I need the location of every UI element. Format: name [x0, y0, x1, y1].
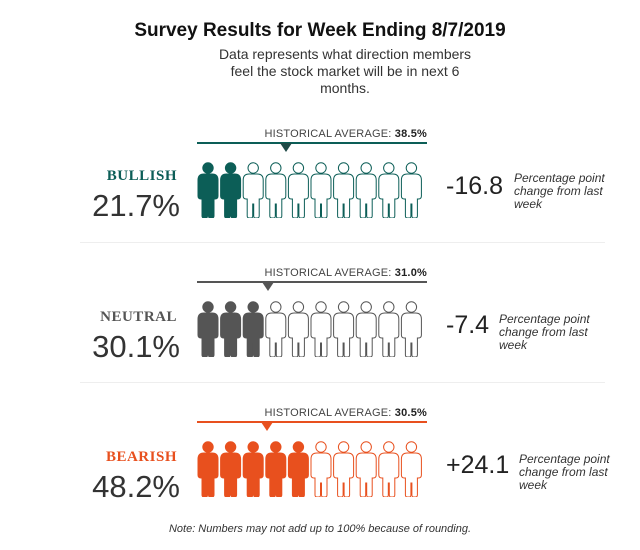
person-icon-filled [220, 162, 242, 218]
weekly-change: -16.8 [446, 172, 503, 200]
person-icon-empty [310, 441, 332, 497]
person-icon-empty [310, 162, 332, 218]
person-icon-empty [378, 441, 400, 497]
person-icon-empty [400, 301, 422, 357]
historical-average-label: HISTORICAL AVERAGE: 30.5% [264, 407, 427, 419]
historical-average-marker [261, 422, 274, 431]
person-icon-filled [220, 301, 242, 357]
person-icon-empty [310, 301, 332, 357]
historical-average-label: HISTORICAL AVERAGE: 38.5% [264, 128, 427, 140]
people-pictograph [197, 441, 422, 497]
historical-average-value: 30.5% [394, 407, 427, 419]
change-note: Percentage point change from last week [519, 452, 610, 492]
person-icon-empty [333, 441, 355, 497]
weekly-change: +24.1 [446, 451, 510, 479]
rounding-note: Note: Numbers may not add up to 100% bec… [168, 523, 472, 535]
chart-subtitle: Data represents what direction members f… [218, 46, 472, 96]
people-pictograph [197, 162, 422, 218]
weekly-change: -7.4 [446, 311, 490, 339]
sentiment-percent: 48.2% [92, 469, 180, 504]
neutral-section: HISTORICAL AVERAGE: 31.0% NEUTRAL 30.1% … [0, 267, 640, 401]
person-icon-empty [287, 301, 309, 357]
person-icon-empty [265, 301, 287, 357]
person-icon-filled [220, 441, 242, 497]
historical-average-line [197, 142, 427, 144]
person-icon-empty [400, 441, 422, 497]
person-icon-filled [287, 441, 309, 497]
bullish-section: HISTORICAL AVERAGE: 38.5% BULLISH 21.7% … [0, 128, 640, 262]
historical-average-label: HISTORICAL AVERAGE: 31.0% [264, 267, 427, 279]
change-note: Percentage point change from last week [514, 171, 605, 211]
person-icon-empty [400, 162, 422, 218]
change-note: Percentage point change from last week [499, 312, 590, 352]
bearish-section: HISTORICAL AVERAGE: 30.5% BEARISH 48.2% … [0, 407, 640, 541]
sentiment-label: NEUTRAL [100, 309, 177, 325]
person-icon-empty [378, 162, 400, 218]
person-icon-empty [265, 162, 287, 218]
person-icon-filled [242, 441, 264, 497]
person-icon-empty [242, 162, 264, 218]
section-divider [80, 382, 605, 383]
person-icon-filled [197, 441, 219, 497]
historical-average-marker [262, 282, 275, 291]
person-icon-empty [355, 301, 377, 357]
person-icon-empty [287, 162, 309, 218]
sentiment-percent: 30.1% [92, 329, 180, 364]
person-icon-filled [197, 301, 219, 357]
historical-average-value: 31.0% [394, 267, 427, 279]
person-icon-empty [378, 301, 400, 357]
historical-average-value: 38.5% [394, 128, 427, 140]
sentiment-label: BEARISH [105, 449, 177, 465]
sentiment-label: BULLISH [106, 168, 177, 184]
historical-average-marker [279, 143, 292, 152]
person-icon-filled [265, 441, 287, 497]
person-icon-empty [355, 162, 377, 218]
people-pictograph [197, 301, 422, 357]
historical-average-line [197, 421, 427, 423]
person-icon-filled [197, 162, 219, 218]
chart-title: Survey Results for Week Ending 8/7/2019 [134, 20, 506, 41]
section-divider [80, 242, 605, 243]
person-icon-empty [333, 301, 355, 357]
historical-average-line [197, 281, 427, 283]
person-icon-empty [355, 441, 377, 497]
person-icon-empty [333, 162, 355, 218]
sentiment-percent: 21.7% [92, 188, 180, 223]
person-icon-filled [242, 301, 264, 357]
